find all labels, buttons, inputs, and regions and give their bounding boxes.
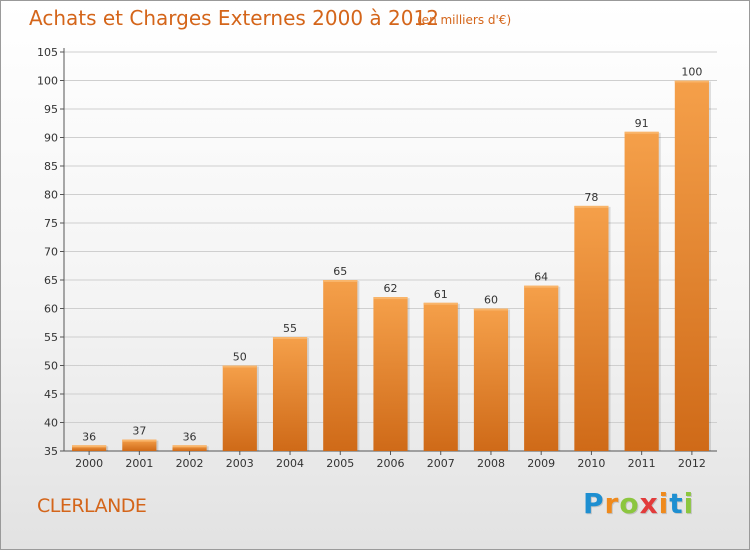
x-tick-label-2008: 2008 [477,457,505,470]
chart-subtitle: (en milliers d'€) [417,13,512,27]
y-tick-label: 60 [44,303,58,316]
bar-2009 [524,285,559,451]
bar-2001 [122,439,157,451]
y-tick-label: 95 [44,103,58,116]
y-tick-label: 40 [44,417,58,430]
bar-top-edge [674,80,709,83]
bar-top-edge [524,285,559,288]
y-tick-label: 100 [37,75,58,88]
x-tick-label-2001: 2001 [125,457,153,470]
bar-2007 [423,302,458,451]
bar-2011 [624,131,659,452]
y-tick-label: 50 [44,360,58,373]
y-tick-label: 80 [44,189,58,202]
y-tick-label: 35 [44,445,58,458]
bar-2002 [172,445,207,451]
y-tick-label: 55 [44,331,58,344]
x-tick-label-2005: 2005 [326,457,354,470]
y-tick-label: 75 [44,217,58,230]
x-tick-label-2009: 2009 [527,457,555,470]
bar-top-edge [172,445,207,448]
x-tick-label-2007: 2007 [427,457,455,470]
bar-2008 [473,308,509,451]
bar-top-edge [624,131,659,134]
data-label-2010: 78 [584,191,598,204]
bar-2005 [323,280,358,451]
bars [72,80,711,452]
x-tick-label-2004: 2004 [276,457,304,470]
data-label-2004: 55 [283,322,297,335]
data-label-2009: 64 [534,271,548,284]
logo-letter: x [639,487,659,520]
data-label-2008: 60 [484,294,498,307]
logo-letter: i [683,487,695,520]
y-tick-label: 70 [44,246,58,259]
bar-top-edge [323,280,358,282]
x-tick-label-2011: 2011 [628,457,656,470]
bar-top-edge [574,205,609,208]
bar-top-edge [222,365,257,368]
data-label-2003: 50 [233,351,247,364]
y-tick-label: 45 [44,388,58,401]
bar-2006 [373,297,408,451]
bar-2000 [72,445,107,451]
logo-letter: r [604,487,620,520]
x-tick-label-2003: 2003 [226,457,254,470]
data-label-2002: 36 [183,430,197,443]
x-tick-label-2000: 2000 [75,457,103,470]
y-tick-label: 90 [44,132,58,145]
y-tick-label: 65 [44,274,58,287]
logo-letter: t [669,487,684,520]
bar-2010 [574,205,609,451]
data-label-2001: 37 [132,425,146,438]
place-name: CLERLANDE [37,495,147,517]
data-label-2006: 62 [384,282,398,295]
chart-title: Achats et Charges Externes 2000 à 2012 [29,6,439,30]
bar-top-edge [72,445,107,448]
x-tick-label-2012: 2012 [678,457,706,470]
x-tick-label-2006: 2006 [377,457,405,470]
bar-top-edge [373,297,408,300]
x-tick-label-2010: 2010 [577,457,605,470]
labels: 36 2000 37 2001 36 2002 50 2003 55 2004 65 2005 62 20… [75,66,706,471]
bar-top-edge [473,308,509,311]
data-label-2007: 61 [434,288,448,301]
logo-letter: o [619,487,640,520]
y-tick-label: 85 [44,160,58,173]
bar-top-edge [122,439,157,442]
bar-top-edge [272,337,308,339]
y-tick-label: 105 [37,46,58,59]
data-label-2005: 65 [333,265,347,278]
bar-2003 [222,365,257,451]
bar-2004 [272,337,308,451]
bar-top-edge [423,302,458,305]
x-tick-label-2002: 2002 [176,457,204,470]
data-label-2012: 100 [681,66,702,79]
logo-letter: P [583,487,605,520]
data-label-2000: 36 [82,430,96,443]
proxiti-logo: Proxiti [583,487,694,520]
data-label-2011: 91 [635,117,649,130]
bar-2012 [674,80,709,451]
logo-letter: i [658,487,670,520]
